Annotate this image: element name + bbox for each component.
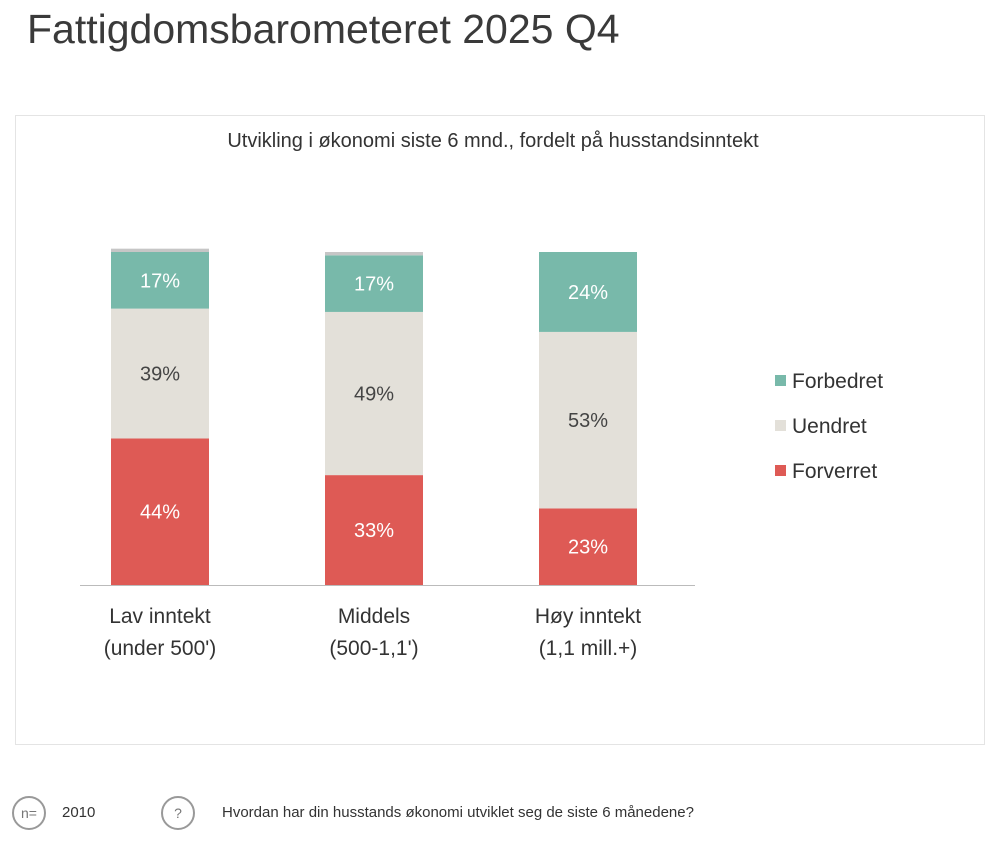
x-tick-label: Middels [338, 605, 410, 628]
question-icon: ? [161, 796, 195, 830]
data-label: 49% [354, 384, 394, 406]
data-label: 17% [354, 274, 394, 296]
bar-segment-forbedret-0 [111, 252, 209, 309]
bar-segment-forverret-2 [539, 508, 637, 585]
x-tick-label: (under 500') [104, 637, 217, 660]
bar-segment-forbedret-1 [325, 255, 423, 312]
data-label: 17% [140, 270, 180, 292]
legend-label: Uendret [792, 415, 867, 438]
data-label: 33% [354, 520, 394, 542]
x-tick-label: Høy inntekt [535, 605, 641, 628]
bar-segment-other-1 [325, 252, 423, 256]
data-label: 44% [140, 502, 180, 524]
legend-swatch [775, 375, 786, 386]
data-label: 53% [568, 410, 608, 432]
bar-segment-uendret-0 [111, 308, 209, 439]
legend-swatch [775, 420, 786, 431]
x-tick-label: (1,1 mill.+) [539, 637, 638, 660]
question-text: Hvordan har din husstands økonomi utvikl… [222, 804, 694, 821]
data-label: 39% [140, 364, 180, 386]
chart-title: Utvikling i økonomi siste 6 mnd., fordel… [227, 130, 759, 152]
bar-segment-uendret-1 [325, 311, 423, 476]
x-tick-label: Lav inntekt [109, 605, 211, 628]
legend-label: Forverret [792, 460, 877, 483]
bar-segment-forverret-0 [111, 438, 209, 585]
bar-segment-other-0 [111, 248, 209, 252]
sample-size-icon: n= [12, 796, 46, 830]
x-tick-label: (500-1,1') [329, 637, 418, 660]
legend-swatch [775, 465, 786, 476]
data-label: 24% [568, 282, 608, 304]
bar-segment-forbedret-2 [539, 252, 637, 332]
sample-size-value: 2010 [62, 804, 96, 821]
chart-container [15, 115, 985, 745]
data-label: 23% [568, 537, 608, 559]
page-title: Fattigdomsbarometeret 2025 Q4 [27, 6, 620, 52]
bar-segment-forverret-1 [325, 475, 423, 585]
legend-label: Forbedret [792, 370, 883, 393]
bar-segment-uendret-2 [539, 331, 637, 509]
